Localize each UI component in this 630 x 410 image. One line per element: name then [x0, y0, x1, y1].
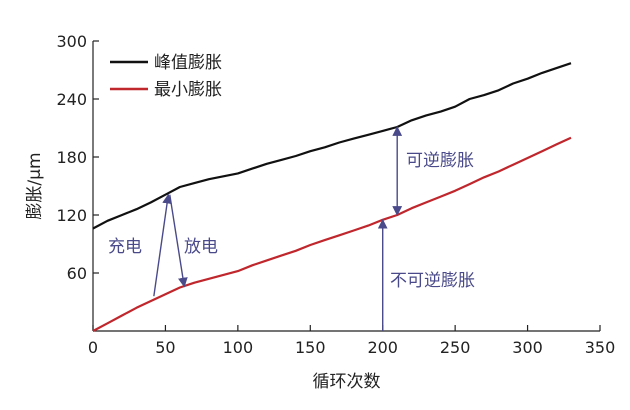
annotation-reversible-label: 可逆膨胀	[406, 151, 474, 171]
x-tick-label: 300	[512, 338, 543, 357]
y-tick-label: 300	[56, 32, 87, 51]
x-tick-label: 0	[88, 338, 98, 357]
annotation-charge-arrow	[153, 193, 172, 297]
series-group	[92, 62, 572, 332]
series-line-peak	[92, 62, 572, 230]
y-tick-label: 60	[67, 264, 87, 283]
x-tick-label: 250	[440, 338, 471, 357]
annotation-discharge-label: 放电	[184, 237, 218, 257]
x-ticks: 0 50 100 150 200 250 300 350	[88, 325, 615, 357]
annotation-charge-label: 充电	[108, 237, 142, 257]
x-tick-label: 350	[585, 338, 616, 357]
legend: 峰值膨胀 最小膨胀	[110, 53, 222, 100]
x-tick-label: 50	[155, 338, 175, 357]
x-tick-label: 200	[367, 338, 398, 357]
annotation-irreversible-label: 不可逆膨胀	[390, 271, 475, 291]
x-tick-label: 150	[295, 338, 326, 357]
x-tick-label: 100	[223, 338, 254, 357]
y-axis-title: 膨胀/μm	[25, 152, 45, 219]
x-axis-title: 循环次数	[313, 372, 381, 392]
y-ticks: 60 120 180 240 300	[56, 32, 99, 283]
y-tick-label: 180	[56, 148, 87, 167]
y-tick-label: 240	[56, 90, 87, 109]
legend-label-min: 最小膨胀	[154, 80, 222, 100]
axes	[92, 41, 600, 332]
legend-label-peak: 峰值膨胀	[154, 53, 222, 73]
annotation-discharge-arrow	[169, 194, 188, 288]
y-tick-label: 120	[56, 206, 87, 225]
series-line-min	[92, 136, 572, 332]
